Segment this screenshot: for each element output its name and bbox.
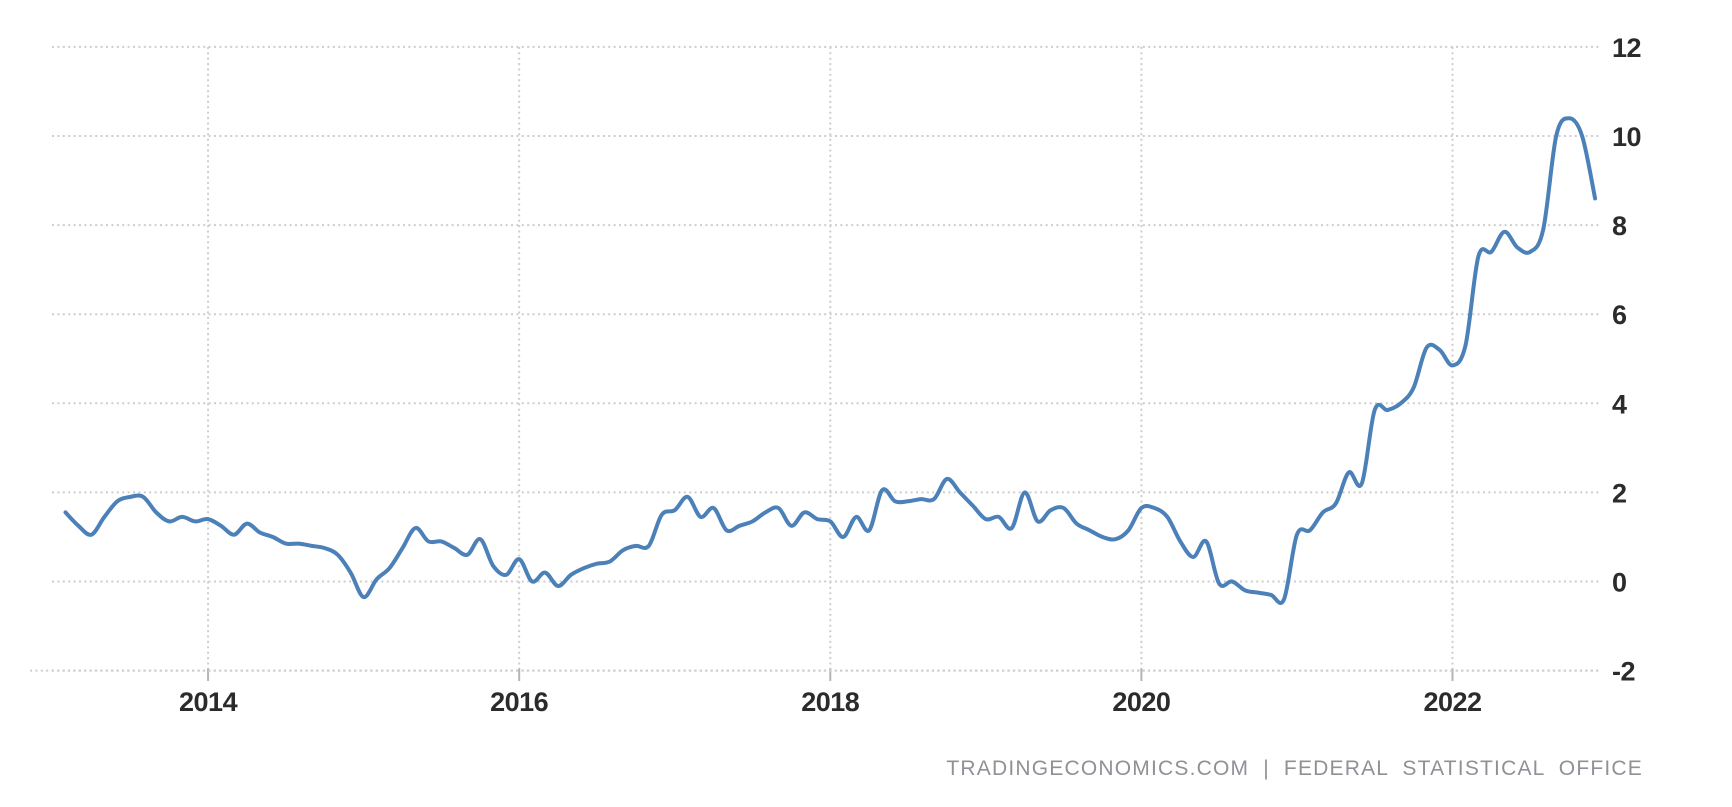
x-axis: [30, 668, 1600, 681]
y-tick-label-10: 10: [1612, 122, 1641, 152]
y-tick-label--2: -2: [1612, 657, 1635, 687]
y-tick-label-2: 2: [1612, 478, 1627, 508]
horizontal-gridlines: [52, 45, 1600, 672]
x-tick-label-2022: 2022: [1423, 687, 1481, 717]
y-tick-label-6: 6: [1612, 300, 1627, 330]
x-tick-label-2016: 2016: [490, 687, 549, 717]
y-tick-label-12: 12: [1612, 33, 1641, 63]
y-tick-label-0: 0: [1612, 568, 1627, 598]
y-tick-label-8: 8: [1612, 211, 1627, 241]
x-tick-label-2020: 2020: [1112, 687, 1170, 717]
inflation-series-line[interactable]: [63, 116, 1598, 605]
vertical-gridlines: [207, 46, 1454, 671]
attribution-text: TRADINGECONOMICS.COM | FEDERAL STATISTIC…: [946, 757, 1643, 780]
x-tick-label-2014: 2014: [179, 687, 238, 717]
series-group: [63, 116, 1598, 605]
x-axis-labels: 2014 2016 2018 2020 2022: [179, 687, 1482, 717]
x-tick-label-2018: 2018: [801, 687, 860, 717]
y-axis-labels: 12 10 8 6 4 2 0 -2: [1612, 33, 1642, 687]
y-tick-label-4: 4: [1612, 389, 1627, 419]
